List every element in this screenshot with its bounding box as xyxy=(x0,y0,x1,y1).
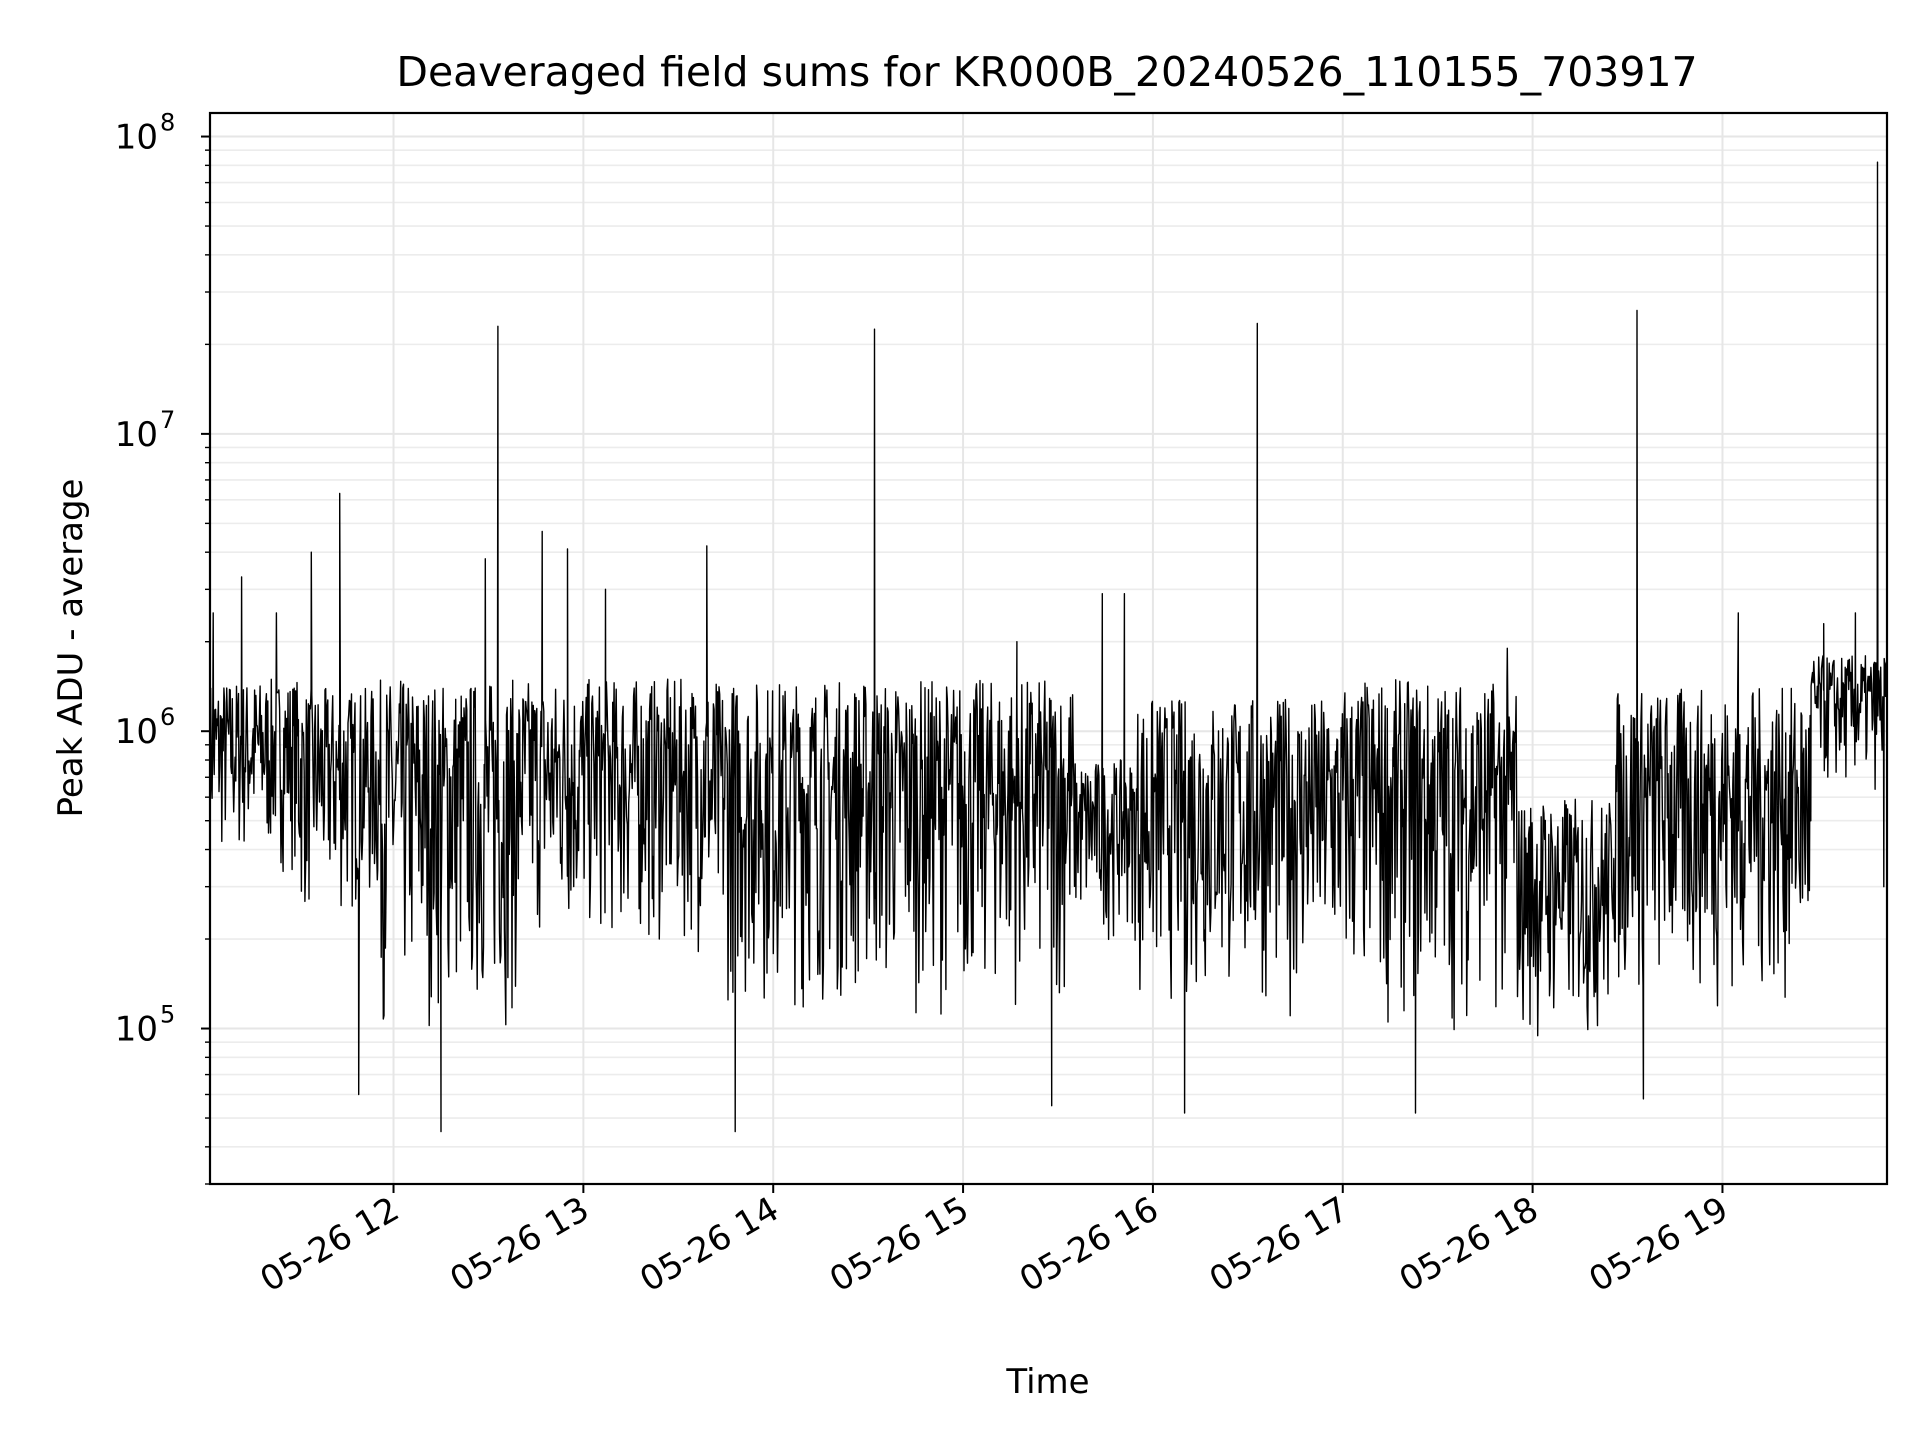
y-tick-label-exponent: 7 xyxy=(160,406,175,434)
series-line xyxy=(209,161,1888,1133)
plot-area-frame xyxy=(208,111,1889,1186)
y-tick-label-exponent: 6 xyxy=(160,703,175,731)
y-tick-label: 10 8 xyxy=(115,109,176,158)
y-tick-label-exponent: 5 xyxy=(160,1001,175,1029)
y-tick-label-base: 10 xyxy=(115,712,158,752)
y-tick-label-base: 10 xyxy=(115,118,158,158)
y-tick-label-base: 10 xyxy=(115,415,158,455)
y-tick-label: 10 7 xyxy=(115,406,176,455)
y-tick-label-base: 10 xyxy=(115,1010,158,1050)
y-tick-label: 10 5 xyxy=(115,1001,176,1050)
series-layer xyxy=(209,161,1888,1133)
y-axis-label: Peak ADU - average xyxy=(51,479,91,818)
y-tick-label-exponent: 8 xyxy=(160,109,175,137)
x-axis-label: Time xyxy=(1005,1362,1089,1402)
y-tick-label: 10 6 xyxy=(115,703,176,752)
chart-title: Deaveraged field sums for KR000B_2024052… xyxy=(396,48,1697,96)
